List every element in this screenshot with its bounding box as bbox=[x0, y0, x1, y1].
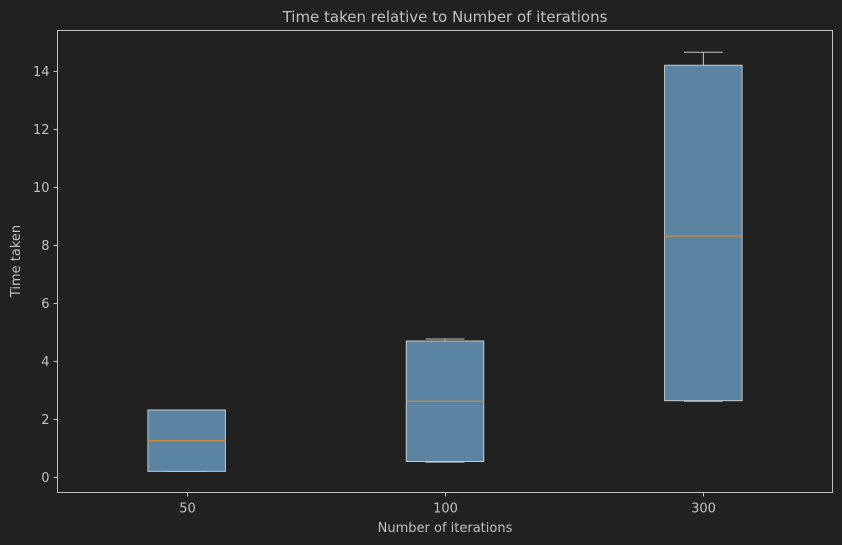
y-tick-label: 8 bbox=[41, 239, 49, 254]
x-tick-label: 300 bbox=[691, 502, 716, 517]
chart-title: Time taken relative to Number of iterati… bbox=[282, 8, 608, 26]
y-tick-label: 4 bbox=[41, 355, 49, 370]
x-axis: 50 100 300 bbox=[179, 492, 716, 517]
y-tick-label: 0 bbox=[41, 471, 49, 486]
boxes bbox=[147, 51, 743, 472]
box-100 bbox=[405, 338, 485, 463]
box-300 bbox=[664, 51, 743, 402]
y-axis: 0 2 4 6 8 10 12 14 bbox=[33, 65, 58, 486]
y-tick-label: 12 bbox=[33, 123, 50, 138]
y-tick-label: 6 bbox=[41, 297, 49, 312]
x-tick-label: 100 bbox=[433, 502, 458, 517]
y-tick-label: 14 bbox=[33, 65, 50, 80]
box-50 bbox=[147, 409, 226, 472]
y-tick-label: 2 bbox=[41, 413, 49, 428]
x-tick-label: 50 bbox=[179, 502, 196, 517]
x-axis-label: Number of iterations bbox=[378, 521, 513, 536]
box-body bbox=[664, 64, 743, 402]
y-axis-label: Time taken bbox=[9, 225, 24, 298]
y-tick-label: 10 bbox=[33, 181, 50, 196]
